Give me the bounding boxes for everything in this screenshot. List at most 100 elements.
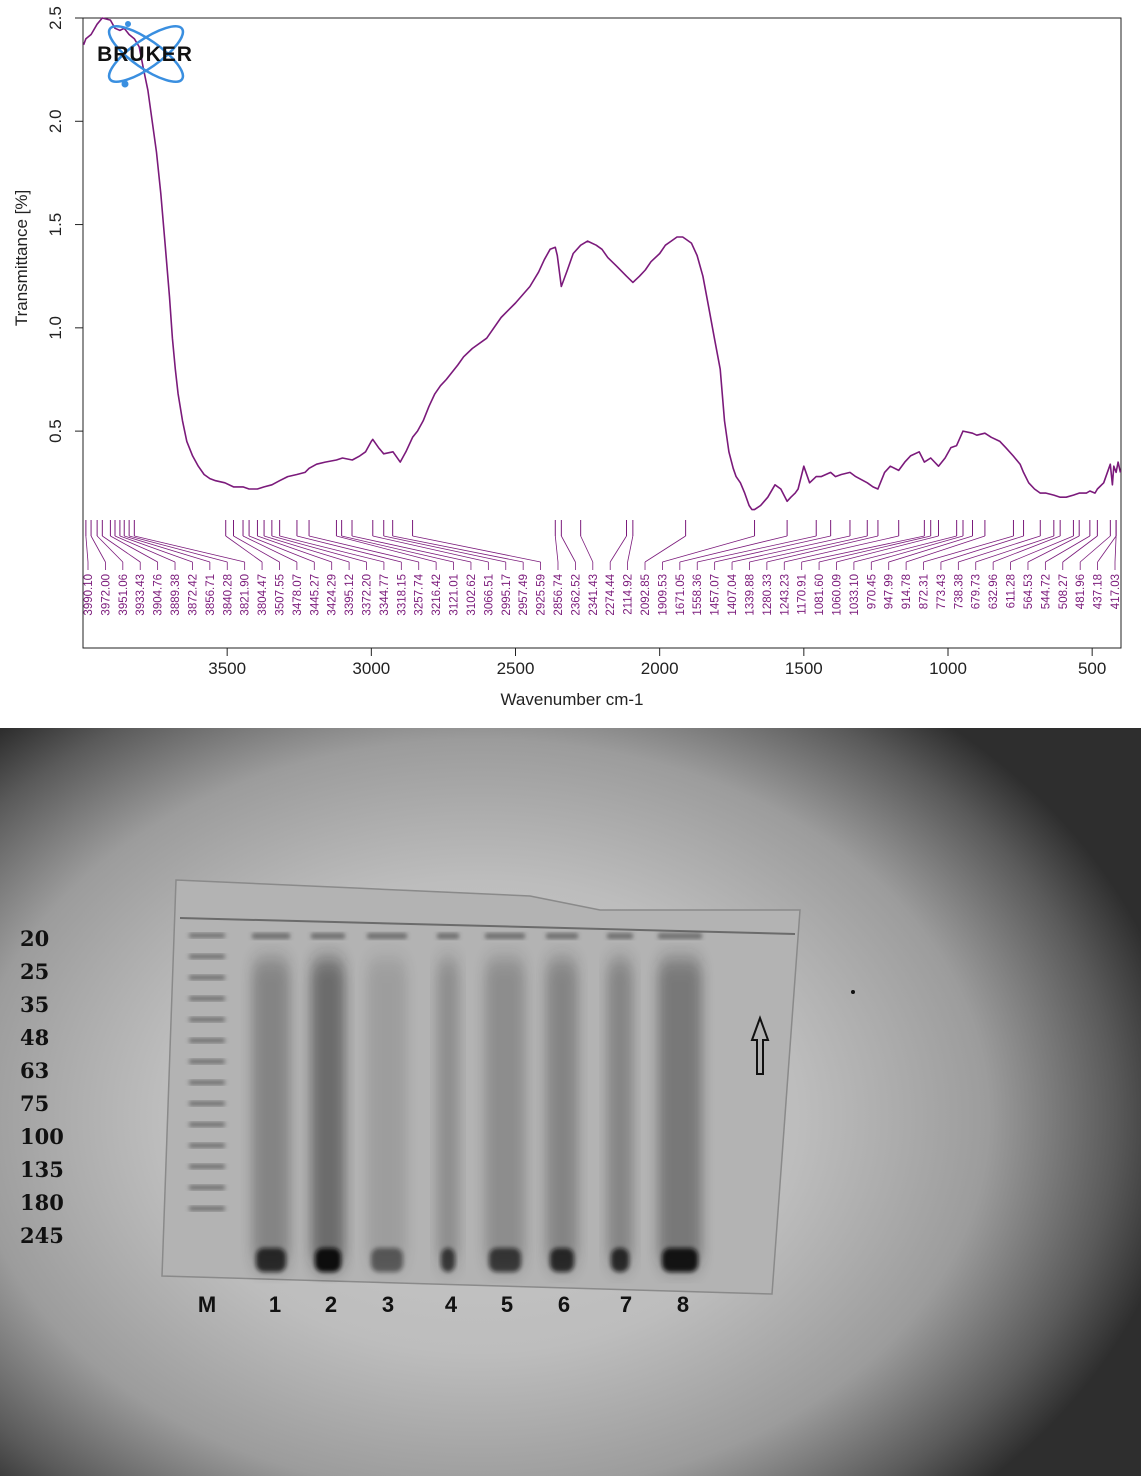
peak-connector — [888, 535, 973, 563]
logo-orbit — [107, 25, 185, 83]
peak-label: 3933.43 — [135, 574, 147, 616]
ladder-band — [189, 1038, 225, 1043]
logo-text: BRUKER — [97, 43, 193, 66]
ladder-band — [189, 1206, 225, 1211]
peak-label: 679.73 — [971, 574, 983, 609]
peak-connector — [296, 535, 402, 563]
peak-connector — [580, 535, 594, 563]
up-arrow-icon — [750, 1015, 770, 1075]
peak-label: 947.99 — [884, 574, 896, 609]
marker-label: 35 — [20, 992, 50, 1017]
peak-connector — [96, 535, 124, 563]
gel-lane — [367, 933, 407, 1272]
peak-label: 2856.74 — [553, 573, 565, 615]
lane-label: 3 — [381, 1292, 395, 1317]
peak-label: 3318.15 — [396, 574, 408, 616]
peak-connector — [940, 535, 1024, 563]
peak-label: 417.03 — [1110, 574, 1122, 609]
lane-top-band — [607, 933, 633, 939]
ladder-band — [189, 1164, 225, 1169]
peak-connector — [560, 535, 576, 563]
peak-connector — [905, 535, 986, 563]
lane-bottom-band — [371, 1248, 403, 1272]
peak-label: 3840.28 — [222, 574, 234, 616]
y-tick-label: 1.0 — [46, 316, 65, 340]
x-tick-label: 1000 — [929, 659, 967, 678]
y-tick-label: 2.5 — [46, 6, 65, 30]
peak-label: 3478.07 — [292, 574, 304, 616]
peak-label: 3821.90 — [240, 574, 252, 616]
peak-label: 544.72 — [1040, 574, 1052, 609]
peak-label: 1170.91 — [797, 574, 809, 615]
gel-lane — [311, 933, 345, 1272]
peak-connector — [263, 535, 350, 563]
marker-label: 48 — [20, 1025, 50, 1050]
peak-label: 3102.62 — [466, 574, 478, 616]
peak-connector — [958, 535, 1041, 563]
lane-top-band — [311, 933, 345, 939]
logo-dot — [125, 21, 131, 27]
peak-connector — [1114, 535, 1117, 563]
gel-lane — [658, 933, 702, 1272]
peak-connector — [336, 535, 437, 563]
lane-top-band — [546, 933, 578, 939]
ladder-band — [189, 975, 225, 980]
gel-lane — [485, 933, 525, 1272]
peak-connector — [412, 535, 541, 563]
x-tick-label: 2500 — [497, 659, 535, 678]
peak-label: 3507.55 — [274, 574, 286, 616]
marker-label: 245 — [20, 1223, 64, 1248]
lane-top-band — [252, 933, 290, 939]
peak-connector — [1062, 535, 1098, 563]
gel-lane — [607, 933, 633, 1272]
ladder-band — [189, 1122, 225, 1127]
peak-label: 3216.42 — [431, 574, 443, 616]
peak-connector — [248, 535, 315, 563]
lane-smear — [367, 958, 407, 1268]
ladder-band — [189, 1185, 225, 1190]
peak-connector — [1045, 535, 1091, 563]
gel-image — [161, 879, 855, 1295]
ladder-band — [189, 954, 225, 959]
lane-label: 5 — [500, 1292, 514, 1317]
ladder-band — [189, 996, 225, 1001]
ladder-band — [189, 1059, 225, 1064]
peak-connector — [1027, 535, 1080, 563]
lane-bottom-band — [315, 1248, 341, 1272]
x-axis-label: Wavenumber cm-1 — [501, 690, 644, 709]
ladder-band — [189, 1017, 225, 1022]
peak-label: 3121.01 — [449, 574, 461, 616]
lane-top-band — [367, 933, 407, 939]
peak-label: 3344.77 — [379, 574, 391, 616]
peak-connector — [1079, 535, 1111, 563]
ladder-band — [189, 1080, 225, 1085]
peak-connector — [801, 535, 925, 563]
peak-label: 773.43 — [936, 574, 948, 609]
logo-orbit — [107, 25, 185, 83]
peak-connector — [119, 535, 193, 563]
peak-label: 1558.36 — [692, 574, 704, 616]
peak-connector — [242, 535, 298, 563]
peak-label: 3972.00 — [100, 574, 112, 616]
peak-annotations: 3990.10 3972.00 3951.06 3933.43 3904.76 3889.… — [83, 520, 1122, 616]
lane-label: 2 — [324, 1292, 338, 1317]
peak-label: 738.38 — [953, 574, 965, 609]
peak-connector — [90, 535, 106, 563]
peak-label: 508.27 — [1058, 574, 1070, 609]
marker-label: 180 — [20, 1190, 64, 1215]
peak-label: 3904.76 — [153, 574, 165, 616]
peak-connector — [853, 535, 957, 563]
peak-connector — [383, 535, 506, 563]
peak-label: 1033.10 — [849, 574, 861, 616]
marker-label: 25 — [20, 959, 50, 984]
y-axis-label: Transmittance [%] — [12, 190, 31, 326]
marker-label: 20 — [20, 926, 50, 951]
peak-connector — [110, 535, 158, 563]
lane-smear — [485, 958, 525, 1268]
y-tick-label: 2.0 — [46, 109, 65, 133]
x-tick-label: 2000 — [641, 659, 679, 678]
peak-connector — [225, 535, 263, 563]
peak-connector — [124, 535, 210, 563]
peak-connector — [1010, 535, 1074, 563]
peak-label: 632.96 — [988, 574, 1000, 609]
